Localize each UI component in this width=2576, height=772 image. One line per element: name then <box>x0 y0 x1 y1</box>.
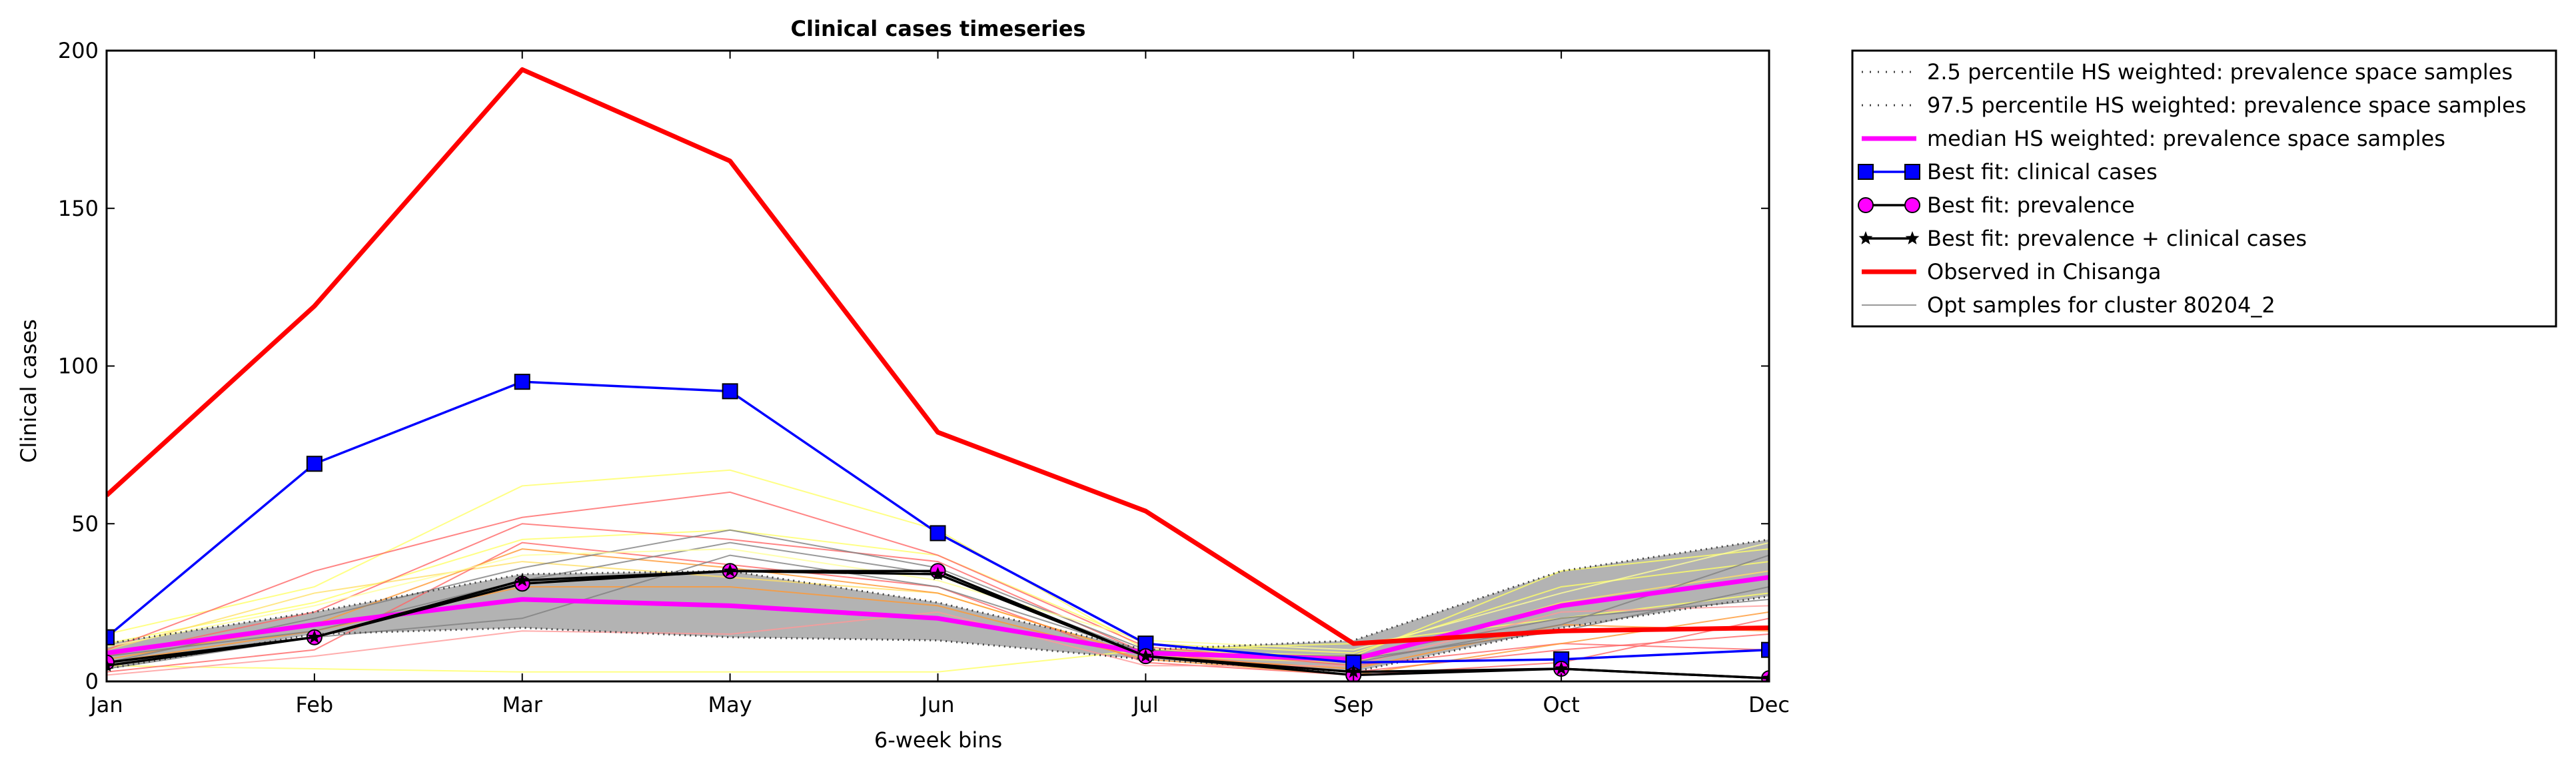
legend-label-3: median HS weighted: prevalence space sam… <box>1927 126 2445 151</box>
y-axis-label: Clinical cases <box>16 319 41 463</box>
series-6-point-6 <box>1138 649 1153 663</box>
x-tick-label-1: Jan <box>89 692 123 717</box>
legend-marker-6-2 <box>1905 231 1920 244</box>
axes: Jan Feb Mar May Jun Jul Sep Oct Dec 0 50 100 150 200 <box>58 38 1790 717</box>
series-6-point-2 <box>307 629 322 643</box>
legend-entry-5: Best fit: prevalence <box>1858 193 2135 218</box>
y-tick-label-5: 200 <box>58 38 99 63</box>
sample-line-5 <box>107 491 1769 667</box>
legend-label-7: Observed in Chisanga <box>1927 259 2161 284</box>
series-4-point-5 <box>930 525 946 542</box>
legend-label-6: Best fit: prevalence + clinical cases <box>1927 226 2307 251</box>
legend-entry-1: 2.5 percentile HS weighted: prevalence s… <box>1862 59 2513 85</box>
series-7-line <box>107 67 1769 646</box>
series-6-point-9 <box>1762 671 1769 681</box>
legend-entry-3: median HS weighted: prevalence space sam… <box>1862 126 2445 151</box>
series-6-point-1 <box>107 658 114 672</box>
series-6-point-7 <box>1346 664 1361 678</box>
x-tick-label-2: Feb <box>296 692 334 717</box>
legend-entry-6: Best fit: prevalence + clinical cases <box>1858 226 2307 251</box>
x-tick-label-9: Dec <box>1748 692 1790 717</box>
y-tick-label-2: 50 <box>71 511 99 536</box>
y-tick-label-3: 100 <box>58 354 99 379</box>
legend-label-5: Best fit: prevalence <box>1927 193 2135 218</box>
series-4-point-3 <box>514 374 530 390</box>
sample-line-10 <box>107 605 1769 676</box>
sample-line-8 <box>107 548 1769 670</box>
legend-entry-7: Observed in Chisanga <box>1862 259 2161 284</box>
plot-area <box>107 67 1769 681</box>
legend-box <box>1851 49 2557 328</box>
x-tick-label-7: Sep <box>1333 692 1373 717</box>
series-6-point-3 <box>515 573 530 587</box>
y-tick-label-4: 150 <box>58 196 99 221</box>
x-tick-label-5: Jun <box>920 692 955 717</box>
series-4-point-1 <box>107 629 115 645</box>
legend-entry-4: Best fit: clinical cases <box>1858 159 2158 185</box>
legend-label-4: Best fit: clinical cases <box>1927 159 2158 185</box>
legend-entry-2: 97.5 percentile HS weighted: prevalence … <box>1862 93 2526 118</box>
y-tick-label-1: 0 <box>85 669 99 694</box>
legend-marker-6-1 <box>1858 231 1873 244</box>
sample-line-3 <box>107 592 1769 673</box>
series-6-point-8 <box>1554 661 1569 675</box>
legend-marker-5-1 <box>1858 197 1874 213</box>
series-4-point-4 <box>722 383 738 400</box>
legend: 2.5 percentile HS weighted: prevalence s… <box>1851 49 2557 328</box>
series-4-point-2 <box>306 456 322 472</box>
legend-label-2: 97.5 percentile HS weighted: prevalence … <box>1927 93 2526 118</box>
series-3-line <box>107 575 1769 662</box>
x-tick-label-6: Jul <box>1131 692 1159 717</box>
legend-label-8: Opt samples for cluster 80204_2 <box>1927 292 2275 318</box>
x-axis-label: 6-week bins <box>874 727 1002 753</box>
chart-title: Clinical cases timeseries <box>791 16 1086 41</box>
legend-marker-4-2 <box>1904 164 1920 180</box>
plot-content <box>107 67 1769 681</box>
series-6-point-4 <box>723 564 738 578</box>
series-6-point-5 <box>931 567 945 580</box>
x-tick-label-8: Oct <box>1543 692 1579 717</box>
series-4-point-9 <box>1761 641 1769 658</box>
sample-line-6 <box>107 523 1769 673</box>
legend-entry-8: Opt samples for cluster 80204_2 <box>1862 292 2275 318</box>
x-tick-label-3: Mar <box>502 692 543 717</box>
legend-marker-5-2 <box>1904 197 1920 213</box>
legend-marker-4-1 <box>1858 164 1874 180</box>
sample-line-14 <box>107 542 1769 651</box>
legend-label-1: 2.5 percentile HS weighted: prevalence s… <box>1927 59 2513 85</box>
x-tick-label-4: May <box>708 692 752 717</box>
sample-line-12 <box>107 554 1769 670</box>
